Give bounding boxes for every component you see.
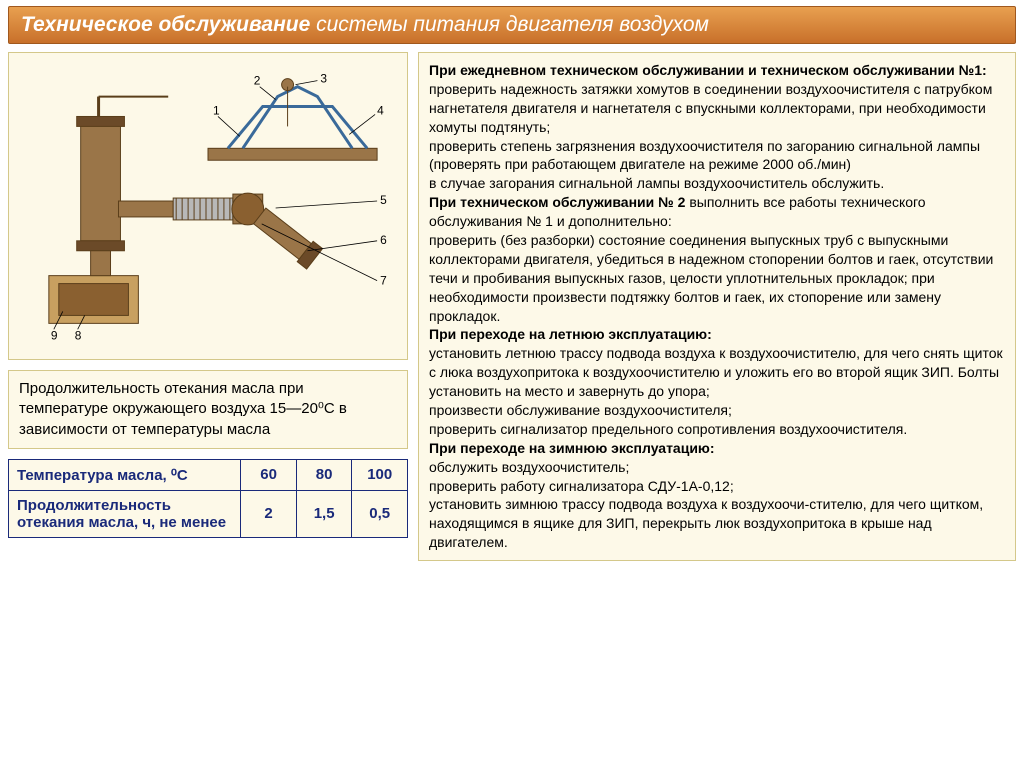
diagram-label-2: 2 [254, 74, 261, 88]
diagram-label-8: 8 [75, 328, 82, 342]
section-4-head: При переходе на зимнюю эксплуатацию: [429, 440, 715, 456]
caption-text: Продолжительность отекания масла при тем… [19, 380, 347, 438]
section-4-body: обслужить воздухоочиститель; проверить р… [429, 458, 1005, 552]
section-1-body: проверить надежность затяжки хомутов в с… [429, 80, 1005, 193]
section-2: При техническом обслуживании № 2 выполни… [429, 193, 1005, 231]
duration-cell: 2 [241, 490, 297, 537]
section-1-head: При ежедневном техническом обслуживании … [429, 62, 987, 78]
oil-temperature-table: Температура масла, ⁰С 60 80 100 Продолжи… [8, 459, 408, 538]
temp-cell: 80 [296, 459, 352, 490]
title-rest: системы питания двигателя воздухом [310, 13, 709, 36]
diagram-label-5: 5 [380, 193, 387, 207]
page-title: Техническое обслуживание системы питания… [21, 13, 709, 36]
diagram-label-3: 3 [320, 72, 327, 86]
section-3: При переходе на летнюю эксплуатацию: [429, 325, 1005, 344]
title-bold: Техническое обслуживание [21, 13, 310, 36]
technical-diagram: 1 2 3 4 [8, 52, 408, 360]
left-column: 1 2 3 4 [8, 52, 408, 561]
diagram-svg: 1 2 3 4 [19, 66, 397, 346]
section-2-head: При техническом обслуживании № 2 [429, 194, 689, 210]
diagram-label-1: 1 [213, 103, 220, 117]
table-row: Температура масла, ⁰С 60 80 100 [9, 459, 408, 490]
diagram-label-6: 6 [380, 233, 387, 247]
diagram-label-4: 4 [377, 103, 384, 117]
duration-cell: 1,5 [296, 490, 352, 537]
table-row: Продолжительность отекания масла, ч, не … [9, 490, 408, 537]
content-columns: 1 2 3 4 [8, 52, 1016, 561]
row-header: Продолжительность отекания масла, ч, не … [9, 490, 241, 537]
temp-cell: 100 [352, 459, 408, 490]
duration-cell: 0,5 [352, 490, 408, 537]
title-bar: Техническое обслуживание системы питания… [8, 6, 1016, 44]
maintenance-text-panel: При ежедневном техническом обслуживании … [418, 52, 1016, 561]
section-2-body: проверить (без разборки) состояние соеди… [429, 231, 1005, 325]
diagram-label-7: 7 [380, 274, 387, 288]
page-root: Техническое обслуживание системы питания… [0, 0, 1024, 567]
table-caption: Продолжительность отекания масла при тем… [8, 370, 408, 449]
diagram-label-9: 9 [51, 328, 58, 342]
section-4: При переходе на зимнюю эксплуатацию: [429, 439, 1005, 458]
section-1: При ежедневном техническом обслуживании … [429, 61, 1005, 80]
section-3-body: установить летнюю трассу подвода воздуха… [429, 344, 1005, 438]
col-header: Температура масла, ⁰С [9, 459, 241, 490]
section-3-head: При переходе на летнюю эксплуатацию: [429, 326, 712, 342]
temp-cell: 60 [241, 459, 297, 490]
